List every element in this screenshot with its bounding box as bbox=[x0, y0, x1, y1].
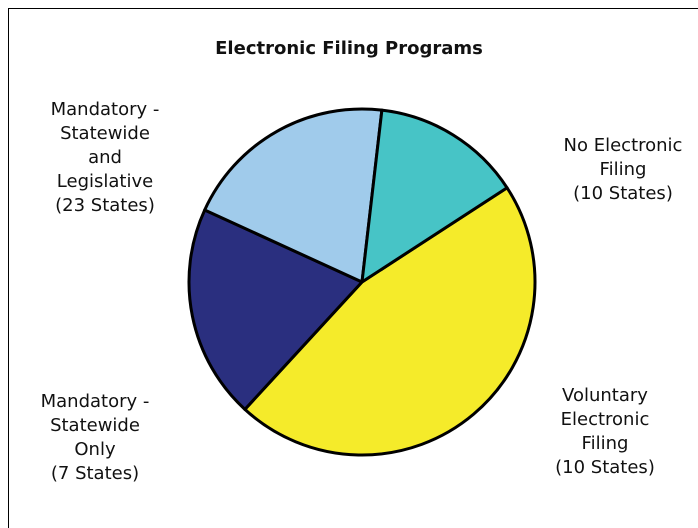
label-line: (10 States) bbox=[530, 456, 680, 480]
label-line: Electronic bbox=[530, 408, 680, 432]
label-line: Statewide bbox=[30, 122, 180, 146]
label-line: and bbox=[30, 146, 180, 170]
label-line: Filing bbox=[548, 158, 698, 182]
label-line: Mandatory - bbox=[30, 98, 180, 122]
label-line: (7 States) bbox=[20, 462, 170, 486]
label-line: (23 States) bbox=[30, 194, 180, 218]
label-mandatory-statewide-legislative: Mandatory - Statewide and Legislative (2… bbox=[30, 98, 180, 218]
label-line: No Electronic bbox=[548, 134, 698, 158]
label-line: Voluntary bbox=[530, 384, 680, 408]
label-no-electronic-filing: No Electronic Filing (10 States) bbox=[548, 134, 698, 206]
label-line: Only bbox=[20, 438, 170, 462]
label-line: Filing bbox=[530, 432, 680, 456]
label-line: (10 States) bbox=[548, 182, 698, 206]
label-voluntary-electronic-filing: Voluntary Electronic Filing (10 States) bbox=[530, 384, 680, 480]
label-line: Mandatory - bbox=[20, 390, 170, 414]
label-line: Statewide bbox=[20, 414, 170, 438]
label-mandatory-statewide-only: Mandatory - Statewide Only (7 States) bbox=[20, 390, 170, 486]
label-line: Legislative bbox=[30, 170, 180, 194]
